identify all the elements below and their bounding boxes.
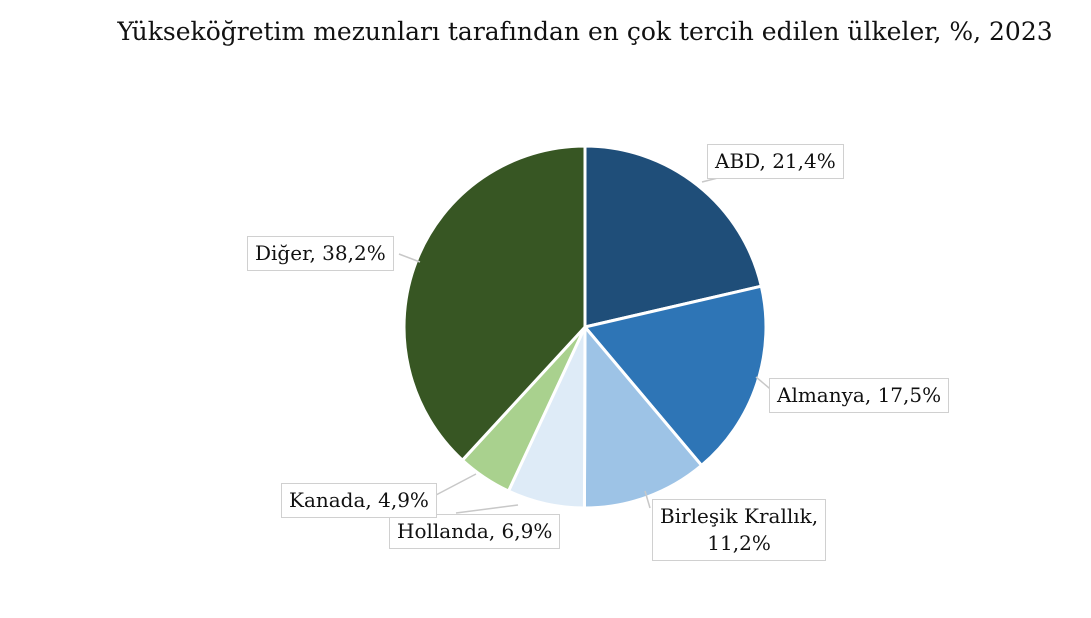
leader-line-4: [455, 504, 519, 514]
data-label-name: ABD: [715, 149, 760, 173]
leader-line-6: [398, 253, 421, 263]
data-label-5: Kanada, 4,9%: [281, 483, 437, 518]
data-label-value: 21,4%: [772, 149, 836, 173]
data-label-4: Hollanda, 6,9%: [389, 514, 561, 549]
data-label-value: 11,2%: [707, 531, 771, 555]
data-label-value: 17,5%: [877, 383, 942, 407]
pie-slice-1: [583, 144, 763, 329]
data-label-1: ABD, 21,4%: [707, 144, 844, 179]
chart-title: Yükseköğretim mezunları tarafından en ço…: [117, 17, 1053, 46]
data-label-value: 4,9%: [378, 488, 429, 512]
data-label-name: Diğer: [255, 241, 310, 265]
data-label-name: Birleşik Krallık: [660, 504, 812, 528]
pie-slice-2: [583, 284, 768, 467]
data-label-3: Birleşik Krallık, 11,2%: [652, 499, 827, 561]
data-label-value: 6,9%: [501, 519, 553, 543]
data-label-name: Hollanda: [397, 519, 489, 543]
data-label-value: 38,2%: [322, 241, 386, 265]
leader-line-5: [435, 473, 477, 496]
data-label-6: Diğer, 38,2%: [247, 236, 394, 271]
data-label-2: Almanya, 17,5%: [769, 378, 950, 413]
data-label-name: Almanya: [777, 383, 865, 407]
data-label-name: Kanada: [289, 488, 366, 512]
leader-line-3: [644, 490, 651, 509]
